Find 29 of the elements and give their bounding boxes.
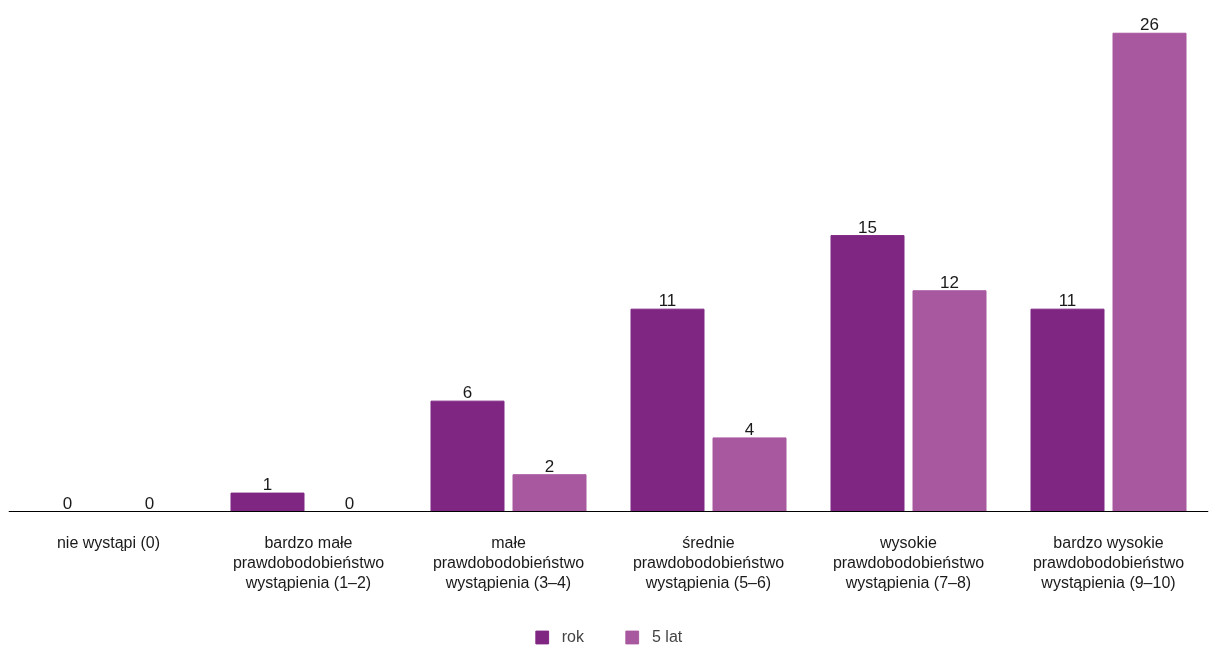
bar — [1030, 308, 1105, 512]
x-tick-label: nie wystąpi (0) — [56, 533, 161, 551]
data-label: 15 — [858, 217, 877, 237]
data-label: 0 — [62, 493, 73, 513]
data-label: 4 — [744, 419, 755, 439]
bar — [830, 235, 905, 512]
data-label: 12 — [940, 272, 959, 292]
bar — [1112, 32, 1187, 512]
data-label: 0 — [344, 493, 355, 513]
legend-label: rok — [561, 628, 584, 646]
bar — [712, 437, 787, 512]
data-label: 11 — [658, 291, 677, 311]
bar — [230, 492, 305, 512]
x-tick-label: średnie prawdobodobieństwo wystąpienia (5–6) — [632, 533, 785, 592]
bar — [912, 290, 987, 512]
bar — [630, 308, 705, 512]
x-tick-label: bardzo wysokie prawdobodobieństwo wystąpienia (9–10) — [1032, 533, 1185, 592]
data-label: 1 — [262, 475, 273, 495]
data-label: 6 — [462, 383, 473, 403]
x-tick-label: bardzo małe prawdobodobieństwo wystąpienia (1–2) — [232, 533, 385, 592]
data-label: 11 — [1058, 291, 1077, 311]
data-label: 2 — [544, 456, 555, 476]
data-label: 26 — [1140, 15, 1159, 35]
bar — [430, 400, 505, 512]
bar — [512, 474, 587, 512]
data-label: 0 — [144, 493, 155, 513]
x-tick-label: małe prawdobodobieństwo wystąpienia (3–4) — [432, 533, 585, 592]
legend-label: 5 lat — [651, 628, 683, 646]
x-tick-label: wysokie prawdobodobieństwo wystąpienia (7–8) — [832, 533, 985, 592]
